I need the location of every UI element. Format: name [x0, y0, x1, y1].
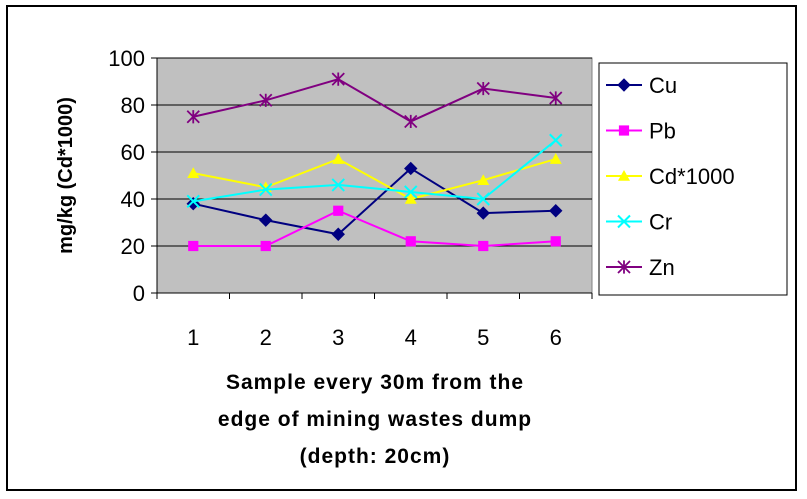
y-tick-label: 0: [133, 281, 145, 306]
data-point-zn: [404, 114, 418, 129]
legend-box: [598, 62, 788, 296]
series-line-cr: [193, 139, 557, 203]
data-point-cu: [331, 227, 345, 241]
legend-marker-cu: [617, 78, 631, 92]
legend-label-pb: Pb: [649, 119, 676, 144]
data-point-zn: [476, 81, 490, 96]
series-line-zn: [193, 78, 556, 123]
data-point-cd-1000: [187, 167, 200, 178]
legend-marker-cr: [617, 214, 631, 229]
x-tick-label: 6: [550, 325, 562, 350]
y-tick-label: 20: [121, 234, 145, 259]
data-point-cd-1000: [477, 174, 490, 185]
x-tick-label: 5: [477, 325, 489, 350]
data-point-cd-1000: [332, 153, 345, 164]
data-point-cu: [476, 206, 490, 220]
data-point-cr: [331, 178, 345, 192]
data-point-cu: [549, 204, 563, 218]
data-point-pb: [188, 240, 199, 252]
data-point-zn: [186, 110, 200, 124]
series-line-pb: [193, 209, 556, 248]
data-point-pb: [478, 240, 489, 252]
legend-marker-cd-1000: [618, 170, 630, 181]
legend-label-cu: Cu: [649, 73, 677, 98]
legend-label-cd-1000: Cd*1000: [649, 164, 735, 189]
data-point-pb: [333, 205, 344, 216]
data-point-cr: [549, 133, 563, 147]
x-axis-label-line: Sample every 30m from the: [226, 371, 524, 394]
x-tick-label: 3: [332, 325, 344, 350]
data-point-zn: [549, 91, 563, 105]
data-point-cr: [476, 192, 490, 206]
x-tick-label: 2: [260, 325, 272, 350]
x-tick-label: 1: [187, 325, 199, 350]
x-axis-label-line: edge of mining wastes dump: [218, 408, 532, 431]
data-point-cr: [404, 185, 418, 199]
data-point-cd-1000: [549, 153, 562, 164]
data-point-pb: [260, 240, 271, 252]
y-tick-label: 100: [108, 46, 145, 71]
data-point-cu: [404, 161, 418, 176]
y-tick-label: 40: [121, 187, 145, 212]
series-line-cd-1000: [193, 157, 557, 201]
data-point-cr: [259, 182, 273, 197]
data-point-cd-1000: [404, 193, 417, 204]
data-point-pb: [405, 236, 416, 247]
legend-label-zn: Zn: [649, 255, 675, 280]
legend-marker-pb: [618, 125, 630, 136]
x-axis-label-line: (depth: 20cm): [300, 445, 451, 468]
data-point-zn: [331, 72, 345, 86]
data-point-pb: [550, 236, 561, 247]
y-axis-label: mg/kg (Cd*1000): [55, 97, 77, 254]
data-point-zn: [259, 93, 273, 107]
plot-area: [156, 57, 593, 294]
data-point-cr: [186, 194, 200, 209]
data-point-cu: [259, 213, 273, 227]
y-tick-label: 60: [121, 140, 145, 165]
y-tick-label: 80: [121, 93, 145, 118]
legend-marker-zn: [617, 260, 631, 274]
series-line-cu: [193, 167, 556, 236]
legend-label-cr: Cr: [649, 210, 672, 235]
x-tick-label: 4: [405, 325, 417, 350]
